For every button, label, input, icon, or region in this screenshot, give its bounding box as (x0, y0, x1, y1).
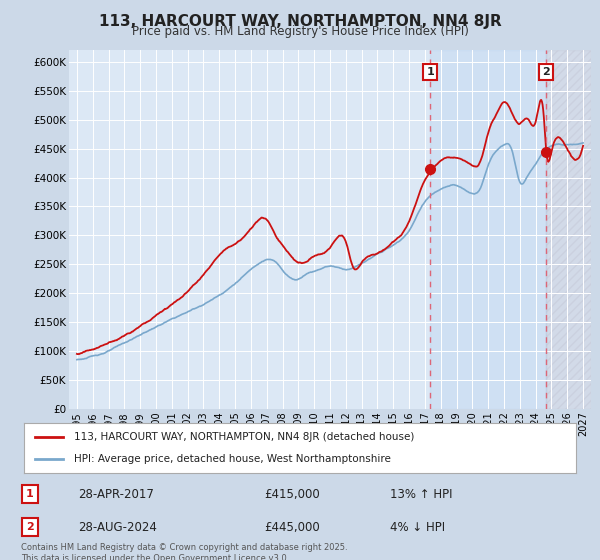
Text: 1: 1 (426, 67, 434, 77)
Text: HPI: Average price, detached house, West Northamptonshire: HPI: Average price, detached house, West… (74, 454, 391, 464)
Text: £415,000: £415,000 (264, 488, 320, 501)
Text: Price paid vs. HM Land Registry's House Price Index (HPI): Price paid vs. HM Land Registry's House … (131, 25, 469, 38)
Text: 2: 2 (542, 67, 550, 77)
Text: 1: 1 (26, 489, 34, 499)
Bar (546, 50, 591, 409)
Text: 4% ↓ HPI: 4% ↓ HPI (390, 520, 445, 534)
Bar (430, 50, 546, 409)
Text: £445,000: £445,000 (264, 520, 320, 534)
Text: Contains HM Land Registry data © Crown copyright and database right 2025.
This d: Contains HM Land Registry data © Crown c… (21, 543, 347, 560)
Text: 113, HARCOURT WAY, NORTHAMPTON, NN4 8JR: 113, HARCOURT WAY, NORTHAMPTON, NN4 8JR (98, 14, 502, 29)
Text: 28-AUG-2024: 28-AUG-2024 (78, 520, 157, 534)
Text: 28-APR-2017: 28-APR-2017 (78, 488, 154, 501)
Text: 113, HARCOURT WAY, NORTHAMPTON, NN4 8JR (detached house): 113, HARCOURT WAY, NORTHAMPTON, NN4 8JR … (74, 432, 414, 442)
Text: 13% ↑ HPI: 13% ↑ HPI (390, 488, 452, 501)
Text: 2: 2 (26, 522, 34, 532)
